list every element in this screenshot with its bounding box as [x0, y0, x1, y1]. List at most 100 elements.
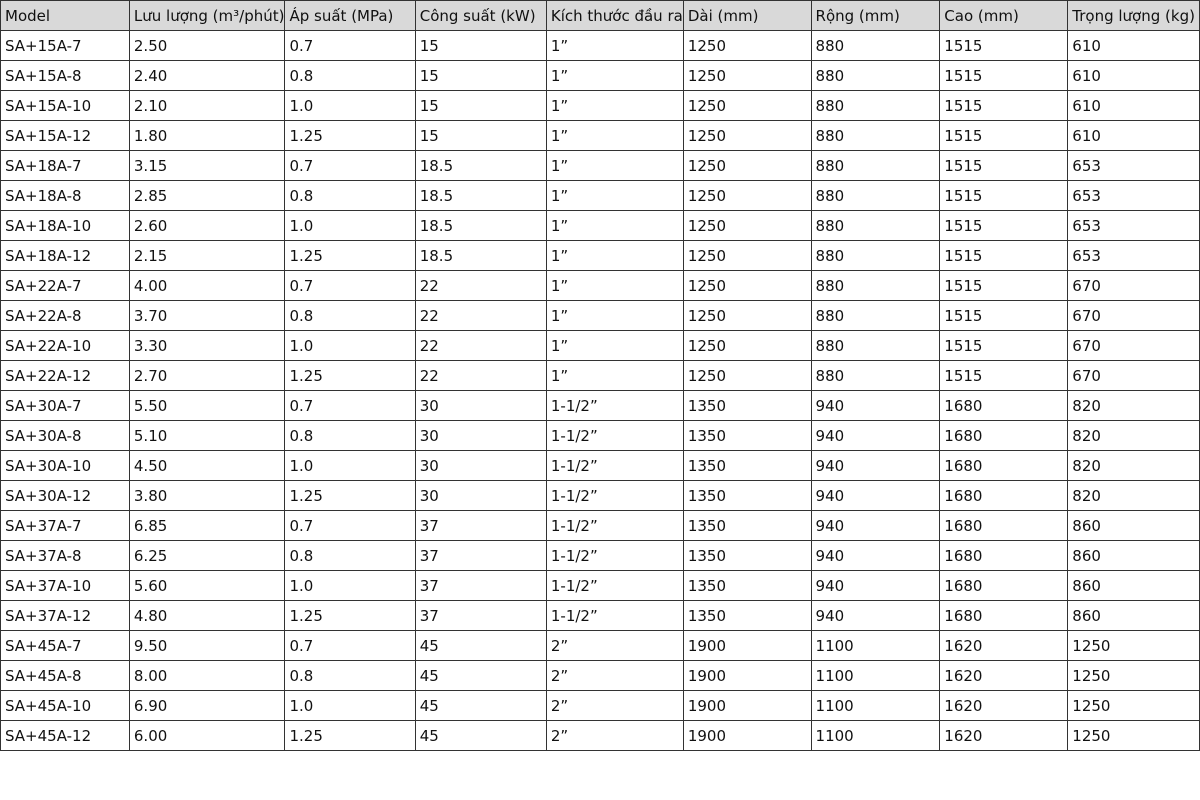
table-cell: 2.50 [128, 30, 286, 61]
table-row: SA+30A-8 5.10 0.8 30 1-1/2” 1350 940 1680 820 [0, 420, 1200, 451]
table-cell: 1350 [682, 390, 812, 421]
table-cell: 1” [545, 60, 684, 91]
table-cell: 3.80 [128, 480, 286, 511]
table-cell: 15 [414, 90, 547, 121]
table-cell: 1250 [1067, 720, 1200, 751]
table-cell: 1” [545, 240, 684, 271]
table-row: SA+22A-7 4.00 0.7 22 1” 1250 880 1515 670 [0, 270, 1200, 301]
table-cell: 1100 [810, 720, 941, 751]
table-cell: 0.7 [284, 390, 416, 421]
table-cell: 30 [414, 420, 547, 451]
table-cell: 8.00 [128, 660, 286, 691]
table-row: SA+22A-8 3.70 0.8 22 1” 1250 880 1515 670 [0, 300, 1200, 331]
column-header: Công suất (kW) [414, 0, 547, 31]
table-cell: 1250 [682, 300, 812, 331]
table-cell: 0.8 [284, 300, 416, 331]
table-row: SA+18A-12 2.15 1.25 18.5 1” 1250 880 1515 653 [0, 240, 1200, 271]
table-cell: 1250 [682, 240, 812, 271]
table-cell: 22 [414, 270, 547, 301]
table-cell: 3.30 [128, 330, 286, 361]
table-cell: 1250 [1067, 630, 1200, 661]
table-cell: 1620 [939, 660, 1069, 691]
table-cell: 1680 [939, 540, 1069, 571]
table-cell: 1.0 [284, 450, 416, 481]
table-cell: 1250 [682, 180, 812, 211]
table-cell: 860 [1067, 600, 1200, 631]
table-cell: 1680 [939, 420, 1069, 451]
table-cell: 1515 [939, 300, 1069, 331]
table-cell: 1250 [682, 30, 812, 61]
table-cell: 1350 [682, 420, 812, 451]
table-cell: SA+30A-8 [0, 420, 130, 451]
table-cell: 1900 [682, 690, 812, 721]
table-cell: 1.25 [284, 120, 416, 151]
table-cell: SA+15A-10 [0, 90, 130, 121]
table-cell: 1250 [1067, 660, 1200, 691]
table-cell: SA+45A-10 [0, 690, 130, 721]
table-cell: 940 [810, 450, 941, 481]
table-cell: 6.25 [128, 540, 286, 571]
table-cell: SA+22A-10 [0, 330, 130, 361]
table-cell: 820 [1067, 480, 1200, 511]
table-cell: 18.5 [414, 240, 547, 271]
table-cell: 1.80 [128, 120, 286, 151]
table-cell: 880 [810, 240, 941, 271]
column-header: Rộng (mm) [810, 0, 941, 31]
table-cell: 820 [1067, 450, 1200, 481]
table-cell: 1515 [939, 210, 1069, 241]
table-cell: 940 [810, 420, 941, 451]
table-row: SA+45A-12 6.00 1.25 45 2” 1900 1100 1620 1250 [0, 720, 1200, 751]
table-cell: SA+15A-12 [0, 120, 130, 151]
table-cell: 940 [810, 600, 941, 631]
table-cell: 1” [545, 90, 684, 121]
table-cell: SA+15A-8 [0, 60, 130, 91]
table-cell: 860 [1067, 510, 1200, 541]
table-cell: 6.85 [128, 510, 286, 541]
table-cell: 670 [1067, 360, 1200, 391]
table-cell: 880 [810, 270, 941, 301]
table-cell: 4.00 [128, 270, 286, 301]
table-cell: SA+22A-7 [0, 270, 130, 301]
table-cell: 37 [414, 540, 547, 571]
table-cell: 1250 [682, 60, 812, 91]
table-cell: 1250 [682, 150, 812, 181]
table-cell: 1” [545, 120, 684, 151]
table-cell: 1250 [682, 270, 812, 301]
table-cell: 1350 [682, 450, 812, 481]
table-cell: 9.50 [128, 630, 286, 661]
table-row: SA+30A-12 3.80 1.25 30 1-1/2” 1350 940 1680 820 [0, 480, 1200, 511]
table-cell: 940 [810, 390, 941, 421]
specs-table: Model Lưu lượng (m³/phút) Áp suất (MPa) Côn… [0, 0, 1200, 751]
table-cell: 15 [414, 30, 547, 61]
table-cell: SA+37A-12 [0, 600, 130, 631]
table-cell: 1515 [939, 90, 1069, 121]
table-cell: 1” [545, 180, 684, 211]
table-cell: 2” [545, 660, 684, 691]
table-cell: 1350 [682, 570, 812, 601]
table-cell: 1.25 [284, 240, 416, 271]
table-cell: 880 [810, 30, 941, 61]
column-header: Cao (mm) [939, 0, 1069, 31]
table-cell: 820 [1067, 390, 1200, 421]
table-cell: 0.8 [284, 660, 416, 691]
table-cell: 610 [1067, 90, 1200, 121]
table-cell: 30 [414, 390, 547, 421]
table-cell: 30 [414, 480, 547, 511]
table-cell: 2.70 [128, 360, 286, 391]
table-cell: SA+18A-7 [0, 150, 130, 181]
table-cell: 1100 [810, 630, 941, 661]
table-cell: 1900 [682, 720, 812, 751]
table-row: SA+37A-7 6.85 0.7 37 1-1/2” 1350 940 1680 860 [0, 510, 1200, 541]
table-cell: 1250 [1067, 690, 1200, 721]
table-cell: SA+15A-7 [0, 30, 130, 61]
table-row: SA+15A-8 2.40 0.8 15 1” 1250 880 1515 610 [0, 60, 1200, 91]
table-cell: 0.7 [284, 510, 416, 541]
table-cell: 2.10 [128, 90, 286, 121]
table-cell: 880 [810, 210, 941, 241]
table-cell: 0.8 [284, 60, 416, 91]
table-cell: 670 [1067, 330, 1200, 361]
table-cell: 1900 [682, 630, 812, 661]
table-cell: 1250 [682, 120, 812, 151]
table-cell: 860 [1067, 540, 1200, 571]
table-cell: 653 [1067, 180, 1200, 211]
